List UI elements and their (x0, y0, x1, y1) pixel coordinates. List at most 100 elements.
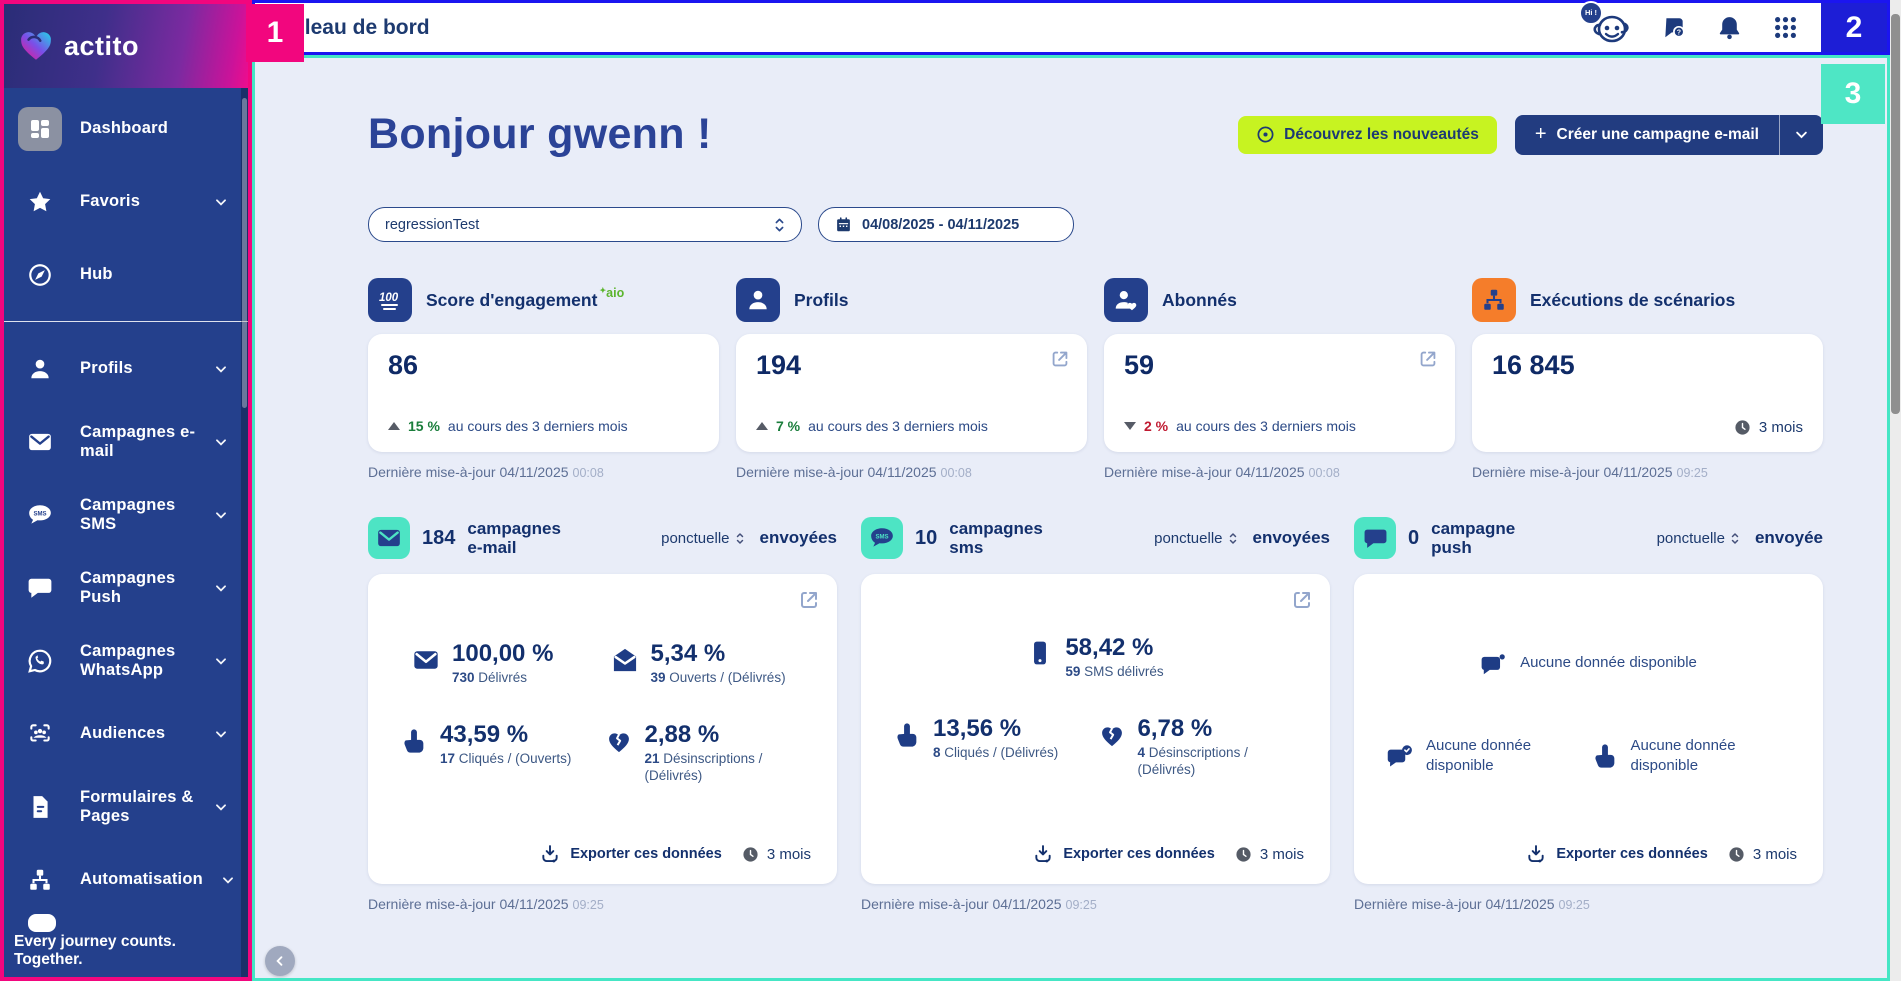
logo[interactable]: actito (4, 4, 248, 88)
sidebar-item-label: Campagnes WhatsApp (80, 641, 176, 679)
notifications-bell-icon[interactable] (1717, 15, 1742, 40)
sidebar-tagline: Every journey counts. Together. (14, 933, 176, 968)
sidebar-item-automatisation[interactable]: Automatisation (4, 843, 248, 916)
annotation-badge-3: 3 (1821, 64, 1885, 124)
email-campaign-icon (368, 517, 410, 559)
external-link-icon[interactable] (1049, 348, 1071, 370)
svg-text:SMS: SMS (33, 511, 46, 517)
sidebar-item-campagnes-sms[interactable]: SMS Campagnes SMS (4, 478, 248, 551)
kpi-executions-scenarios: Exécutions de scénarios 16 845 3 mois De… (1472, 270, 1823, 480)
svg-text:SMS: SMS (875, 535, 888, 541)
broken-heart-icon (605, 727, 633, 755)
sidebar-item-favoris[interactable]: Favoris (4, 165, 248, 238)
scenario-sitemap-icon (1472, 278, 1516, 322)
sidebar-item-dashboard[interactable]: Dashboard (4, 92, 248, 165)
sidebar-item-campagnes-whatsapp[interactable]: Campagnes WhatsApp (4, 624, 248, 697)
sidebar-menu: Dashboard Favoris Hub (4, 88, 248, 916)
envelope-solid-icon (412, 646, 440, 674)
kpi-abonnes: Abonnés 59 2 % au cours des 3 derniers m… (1104, 270, 1455, 480)
trend-text: au cours des 3 derniers mois (808, 418, 988, 434)
sidebar-item-label: Campagnes Push (80, 568, 176, 606)
last-update-caption: Dernière mise-à-jour 04/11/2025 09:25 (1354, 896, 1590, 912)
period-label: 3 mois (766, 845, 811, 863)
period-label: 3 mois (1752, 845, 1797, 863)
logo-text: actito (64, 30, 140, 61)
last-update-caption: Dernière mise-à-jour 04/11/2025 09:25 (861, 896, 1097, 912)
campaign-sms-section: SMS 10 campagnes sms ponctuelle envoyées (861, 510, 1330, 912)
sidebar-item-partial[interactable] (28, 914, 56, 932)
period-label: 3 mois (1259, 845, 1304, 863)
campaign-type-select[interactable]: ponctuelle (1657, 530, 1741, 547)
sidebar-scrollbar[interactable] (241, 88, 248, 977)
sidebar-scrollbar-thumb[interactable] (242, 98, 247, 408)
external-link-icon[interactable] (1417, 348, 1439, 370)
kpi-title: Profils (794, 289, 849, 310)
sidebar: actito Dashboard Favoris (0, 0, 252, 981)
plus-icon: + (1534, 123, 1547, 145)
page-scrollbar-thumb[interactable] (1891, 14, 1900, 414)
period-label: 3 mois (1758, 419, 1803, 436)
sidebar-item-formulaires-pages[interactable]: Formulaires & Pages (4, 770, 248, 843)
stat-clicked: 43,59 % 17 Cliqués / (Ouverts) (400, 721, 605, 785)
sidebar-item-hub[interactable]: Hub (4, 238, 248, 311)
assistant-icon[interactable]: Hi ! (1579, 0, 1631, 47)
kpi-card: 59 2 % au cours des 3 derniers mois (1104, 334, 1455, 452)
sidebar-item-profils[interactable]: Profils (4, 332, 248, 405)
chevron-down-icon (214, 727, 228, 741)
sidebar-item-label: Hub (80, 265, 113, 283)
chevron-down-icon (214, 508, 228, 522)
update-time: 00:08 (1308, 466, 1340, 480)
update-time: 09:25 (1676, 466, 1708, 480)
external-link-icon[interactable] (1290, 588, 1314, 612)
create-campaign-dropdown[interactable] (1779, 114, 1823, 155)
export-data-button[interactable]: Exporter ces données (540, 844, 722, 864)
last-update-caption: Dernière mise-à-jour 04/11/2025 09:25 (1472, 464, 1708, 480)
compass-icon (18, 253, 62, 297)
envelope-open-icon (611, 646, 639, 674)
campaign-push-section: 0 campagne push ponctuelle envoyée (1354, 510, 1823, 912)
select-chevrons-icon (772, 216, 787, 234)
campaign-label: campagnes sms (949, 518, 1043, 557)
kpi-value: 59 (1124, 350, 1155, 380)
greeting-title: Bonjour gwenn ! (368, 110, 712, 158)
sidebar-item-audiences[interactable]: Audiences (4, 697, 248, 770)
trend-down-icon (1124, 422, 1136, 430)
sidebar-item-label: Profils (80, 359, 133, 377)
help-chat-icon[interactable]: ? (1661, 15, 1687, 41)
topbar: Tableau de bord Hi ! ? (252, 0, 1890, 55)
chevron-down-icon (214, 435, 228, 449)
push-campaign-icon (1354, 517, 1396, 559)
campaign-count: 10 (915, 526, 938, 549)
export-data-button[interactable]: Exporter ces données (1033, 844, 1215, 864)
external-link-icon[interactable] (797, 588, 821, 612)
sidebar-item-campagnes-push[interactable]: Campagnes Push (4, 551, 248, 624)
sidebar-item-campagnes-email[interactable]: Campagnes e-mail (4, 405, 248, 478)
export-data-button[interactable]: Exporter ces données (1526, 844, 1708, 864)
page-scrollbar[interactable] (1890, 0, 1901, 981)
push-bubble-dot-icon (1480, 652, 1506, 678)
campaign-type-select[interactable]: ponctuelle (1154, 530, 1238, 547)
campaign-suffix: envoyées (759, 528, 838, 547)
kpi-card: 194 7 % au cours des 3 derniers mois (736, 334, 1087, 452)
phone-icon (1027, 640, 1053, 666)
document-icon (18, 785, 62, 829)
apps-grid-icon[interactable] (1772, 14, 1799, 41)
sms-stats-card: 58,42 % 59 SMS délivrés 13,56 % (861, 574, 1330, 884)
date-range-picker[interactable]: 04/08/2025 - 04/11/2025 (818, 207, 1074, 242)
chevron-down-icon (221, 873, 235, 887)
table-select[interactable]: regressionTest (368, 207, 802, 242)
pointer-finger-icon (893, 721, 921, 749)
create-campaign-button[interactable]: + Créer une campagne e-mail (1514, 114, 1823, 155)
new-features-button[interactable]: Découvrez les nouveautés (1238, 115, 1497, 154)
subscriber-heart-icon (1104, 278, 1148, 322)
sidebar-item-label: Campagnes SMS (80, 495, 176, 533)
chevron-down-icon (214, 195, 228, 209)
calendar-icon (835, 216, 852, 233)
chevron-down-icon (214, 800, 228, 814)
campaign-type-select[interactable]: ponctuelle (661, 530, 745, 547)
chevron-down-icon (214, 362, 228, 376)
campaign-suffix: envoyée (1754, 528, 1823, 547)
profile-icon (736, 278, 780, 322)
kpi-value: 86 (388, 350, 419, 380)
sidebar-collapse-button[interactable] (265, 946, 295, 976)
